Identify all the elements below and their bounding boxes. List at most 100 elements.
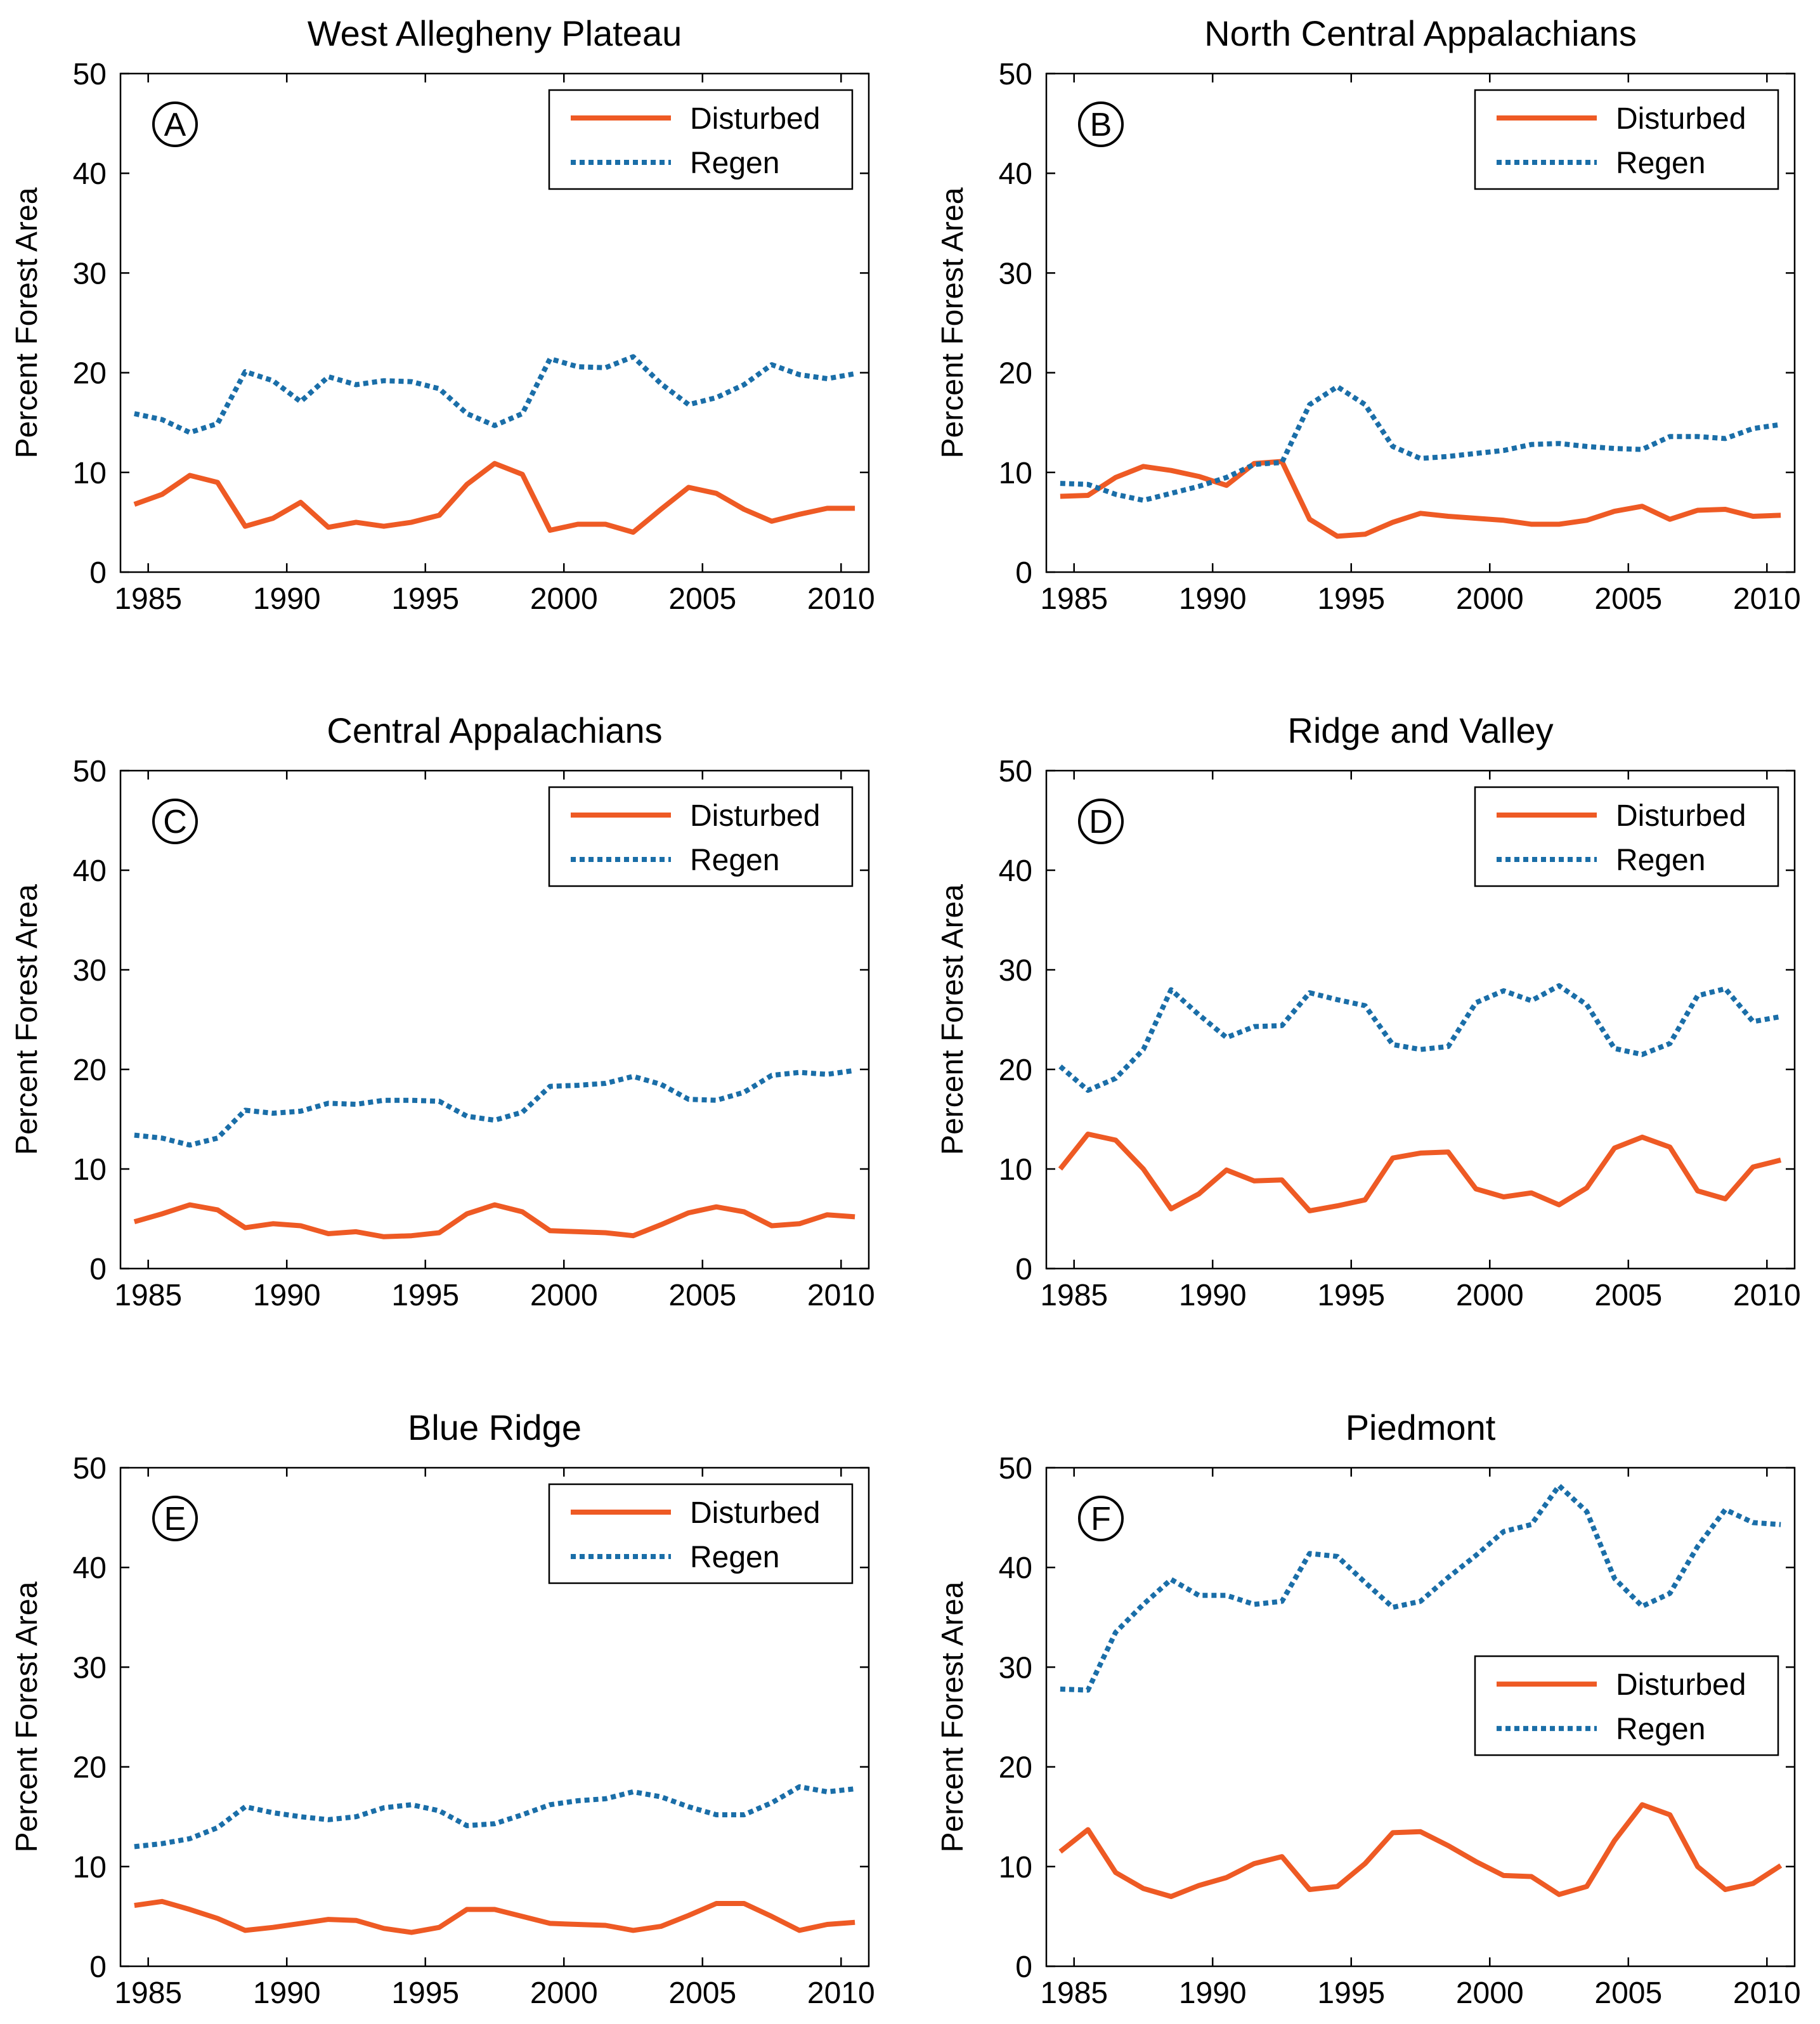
y-tick-label: 20 [999,1751,1032,1785]
legend-box [1474,1655,1779,1756]
legend-label: Regen [1616,147,1705,180]
y-tick-label: 20 [73,1054,107,1087]
y-axis-label: Percent Forest Area [936,884,970,1155]
y-tick-label: 20 [73,357,107,391]
x-tick-label: 2010 [807,582,875,616]
x-tick-label: 2005 [1594,1976,1662,2010]
panel-letter-circle [1078,1496,1124,1541]
x-tick-label: 1995 [1317,582,1385,616]
y-tick-label: 0 [89,1950,107,1984]
series-line-disturbed [1058,1802,1783,1899]
x-tick-label: 2000 [1456,1976,1524,2010]
panel-letter-circle [152,1496,198,1541]
panel-a: West Allegheny Plateau 1985 1990 1995 2000 20… [10,13,875,616]
y-tick-label: 40 [999,1551,1032,1585]
x-tick-label: 2005 [668,1976,736,2010]
series-line-disturbed [133,1202,855,1239]
x-tick-label: 1985 [114,1279,182,1312]
y-tick-label: 40 [73,157,107,191]
legend-label: Disturbed [1616,102,1746,136]
panel-letter-circle [152,799,198,844]
y-tick-label: 50 [73,755,107,788]
legend-box [548,1483,854,1584]
y-tick-label: 30 [73,954,107,988]
x-tick-label: 1990 [253,1976,321,2010]
panel-letter: F [1091,1501,1111,1538]
y-tick-label: 10 [999,1153,1032,1187]
axes-frame [119,72,870,573]
series-line-disturbed [133,460,855,535]
y-tick-label: 0 [89,1253,107,1286]
x-tick-label: 1995 [1317,1279,1385,1312]
y-tick-label: 30 [999,954,1032,988]
series-line-regen [1060,384,1781,503]
panel-letter: B [1090,107,1112,143]
panel-b: North Central Appalachians 1985 1990 1995 20… [936,13,1801,616]
y-axis-label: Percent Forest Area [936,1581,970,1852]
y-tick-label: 0 [1015,556,1032,590]
y-tick-label: 50 [999,58,1032,91]
x-tick-label: 1995 [391,1976,459,2010]
axes-frame [119,1466,870,1968]
y-axis-label: Percent Forest Area [936,187,970,458]
legend-box [1474,786,1779,887]
x-tick-label: 1985 [1040,1976,1108,2010]
y-axis-label: Percent Forest Area [10,884,44,1155]
x-tick-label: 1985 [1040,1279,1108,1312]
panel-letter: A [164,107,186,143]
y-tick-label: 10 [73,457,107,490]
legend-box [1474,89,1779,190]
x-tick-label: 2005 [668,582,736,616]
y-tick-label: 30 [999,1651,1032,1685]
x-tick-label: 2000 [1456,582,1524,616]
x-tick-label: 2000 [530,1976,598,2010]
y-tick-label: 50 [999,1452,1032,1485]
panel-f: Piedmont 1985 1990 1995 2000 2005 2010 0 10 20 30 4… [936,1407,1801,2010]
panel-e: Blue Ridge 1985 1990 1995 2000 2005 2010 0 10 20 3… [10,1407,875,2010]
y-tick-label: 50 [73,58,107,91]
legend-label: Disturbed [690,102,820,136]
x-tick-label: 2010 [1733,1976,1801,2010]
y-tick-label: 50 [73,1452,107,1485]
panel-letter-circle [152,101,198,147]
legend: Disturbed Regen [548,786,854,887]
axes-frame [1045,72,1796,573]
legend: Disturbed Regen [548,1483,854,1584]
y-tick-label: 20 [999,357,1032,391]
panel-title: Central Appalachians [327,710,662,750]
y-tick-label: 40 [999,854,1032,888]
legend: Disturbed Regen [1474,89,1779,190]
axes-frame [1045,1466,1796,1968]
panel-letter-circle [1078,101,1124,147]
legend: Disturbed Regen [548,89,854,190]
x-tick-label: 1985 [114,1976,182,2010]
legend-label: Disturbed [690,799,820,833]
legend-box [548,89,854,190]
panel-title: Piedmont [1346,1407,1496,1447]
legend: Disturbed Regen [1474,786,1779,887]
x-tick-label: 1995 [391,1279,459,1312]
legend: Disturbed Regen [1474,1655,1779,1756]
series-line-regen [1058,983,1781,1093]
legend-label: Disturbed [1616,799,1746,833]
panel-title: Ridge and Valley [1287,710,1553,750]
x-tick-label: 2010 [1733,582,1801,616]
x-tick-label: 1985 [1040,582,1108,616]
panel-letter: C [163,804,187,840]
x-tick-label: 1990 [1179,1279,1247,1312]
y-axis-label: Percent Forest Area [10,1581,44,1852]
panel-title: North Central Appalachians [1204,13,1637,53]
legend-label: Regen [690,1541,779,1574]
legend-label: Regen [690,844,779,877]
panel-letter-circle [1078,799,1124,844]
series-line-disturbed [1060,459,1781,539]
panel-title: Blue Ridge [408,1407,582,1447]
axes-frame [119,769,870,1270]
y-tick-label: 50 [999,755,1032,788]
x-tick-label: 2010 [1733,1279,1801,1312]
legend-label: Regen [1616,844,1705,877]
legend-label: Regen [1616,1713,1705,1746]
x-tick-label: 2000 [530,582,598,616]
